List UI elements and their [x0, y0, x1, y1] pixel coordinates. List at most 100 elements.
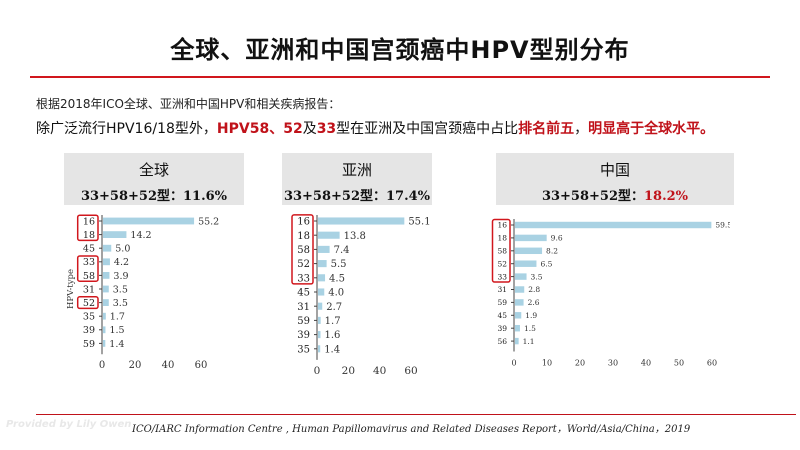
footer-divider — [36, 414, 796, 415]
category-label: 31 — [83, 284, 95, 295]
category-label: 31 — [497, 285, 507, 294]
category-label: 16 — [297, 217, 310, 228]
data-label: 7.4 — [334, 245, 350, 256]
data-label: 1.6 — [325, 330, 341, 341]
panel-stat-china: 33+58+52型：18.2% — [496, 185, 734, 204]
x-tick-label: 0 — [511, 359, 516, 368]
x-tick-label: 40 — [373, 365, 386, 377]
panel-stat-value-asia: 17.4% — [386, 189, 431, 204]
bar — [318, 331, 321, 339]
data-label: 3.5 — [531, 272, 543, 281]
highlight-box — [76, 296, 99, 310]
category-label: 35 — [83, 312, 95, 323]
page-title: 全球、亚洲和中国宫颈癌中HPV型别分布 — [170, 36, 630, 64]
data-label: 9.6 — [551, 234, 563, 243]
chart-asia: 0 20 40 60 16 55.1 18 13.8 58 7.4 52 5.5 33 4.5 45 4.0 3… — [291, 214, 431, 377]
intro-highlight-hpv58-52: HPV58、52 — [216, 121, 303, 137]
bar — [515, 312, 522, 319]
bar — [515, 221, 712, 229]
x-tick-label: 30 — [608, 359, 618, 368]
data-label: 1.5 — [524, 324, 536, 333]
data-label: 1.1 — [523, 337, 535, 346]
x-tick-label: 40 — [162, 360, 175, 371]
intro-line-2: 除广泛流行HPV16/18型外，HPV58、52及33型在亚洲及中国宫颈癌中占比… — [36, 118, 714, 138]
x-tick-label: 50 — [674, 359, 684, 368]
bar — [515, 299, 524, 306]
highlight-box — [491, 218, 511, 283]
category-label: 45 — [83, 244, 95, 255]
bar — [318, 245, 330, 253]
x-tick-label: 20 — [575, 359, 585, 368]
bar — [103, 272, 110, 279]
bar — [515, 324, 520, 332]
data-label: 3.5 — [113, 298, 128, 309]
bar — [103, 312, 106, 320]
category-label: 33 — [83, 257, 95, 268]
data-label: 1.7 — [110, 312, 125, 323]
category-label: 59 — [83, 339, 95, 350]
category-label: 58 — [497, 247, 507, 256]
panel-stat-value-global: 11.6% — [183, 189, 228, 204]
chart-global: 0 20 40 60 HPV-type 16 55.2 18 14.2 45 5.0 33 4.2 58 3… — [66, 214, 219, 371]
data-label: 4.5 — [329, 273, 345, 284]
data-label: 2.6 — [528, 298, 540, 307]
chart-china: 0 10 20 30 40 50 60 16 59.5 18 9.6 58 8.2 52 6.5 33 3.5 3… — [491, 218, 730, 368]
bar — [318, 288, 325, 296]
bar — [318, 345, 321, 353]
intro-text-4: ， — [574, 121, 589, 137]
panel-name-china: 中国 — [599, 161, 630, 179]
bar — [103, 285, 109, 293]
category-label: 18 — [83, 230, 95, 241]
category-label: 35 — [297, 344, 310, 355]
x-tick-label: 0 — [99, 360, 105, 371]
watermark: Provided by Lily Owen — [6, 419, 132, 430]
data-label: 1.9 — [525, 311, 537, 320]
intro-text-1: 除广泛流行HPV16/18型外， — [36, 121, 217, 137]
intro-line-1: 根据2018年ICO全球、亚洲和中国HPV和相关疾病报告： — [36, 97, 341, 111]
data-label: 14.2 — [130, 230, 151, 241]
category-label: 58 — [297, 245, 310, 256]
source-citation: ICO/IARC Information Centre , Human Papi… — [132, 424, 691, 435]
data-label: 1.7 — [325, 316, 341, 327]
intro-highlight-33: 33 — [316, 121, 337, 137]
x-tick-label: 20 — [342, 365, 355, 377]
category-label: 16 — [497, 221, 507, 230]
bar — [318, 217, 405, 225]
panel-header-asia: 亚洲 33+58+52型：17.4% — [282, 153, 432, 205]
category-label: 52 — [497, 259, 507, 268]
intro-text-2: 及 — [302, 121, 317, 137]
bar — [318, 274, 326, 282]
bar — [103, 326, 106, 334]
bar — [515, 286, 525, 293]
x-tick-label: 20 — [129, 360, 142, 371]
bar — [103, 244, 112, 252]
data-label: 8.2 — [546, 247, 558, 256]
bar — [318, 302, 323, 310]
bar — [318, 260, 327, 268]
intro-text-3: 型在亚洲及中国宫颈癌中占比 — [336, 121, 519, 137]
data-label: 59.5 — [715, 221, 730, 230]
bar — [103, 258, 110, 266]
data-label: 1.5 — [109, 325, 124, 336]
x-tick-label: 0 — [314, 365, 321, 377]
intro-highlight-top5: 排名前五 — [518, 121, 575, 137]
category-label: 18 — [497, 234, 507, 243]
category-label: 45 — [497, 311, 507, 320]
highlight-box — [76, 255, 99, 282]
highlight-box — [76, 214, 99, 242]
data-label: 1.4 — [109, 339, 124, 350]
x-tick-label: 40 — [641, 359, 651, 368]
data-label: 3.9 — [113, 271, 128, 282]
panel-stat-global: 33+58+52型：11.6% — [64, 185, 244, 204]
category-label: 16 — [83, 216, 95, 227]
intro-highlight-higher: 明显高于全球水平。 — [588, 121, 715, 137]
data-label: 5.5 — [331, 259, 347, 270]
category-label: 18 — [297, 231, 310, 242]
category-label: 39 — [83, 325, 95, 336]
data-label: 2.7 — [326, 302, 342, 313]
panel-name-global: 全球 — [138, 161, 169, 179]
bar — [515, 260, 537, 267]
bar — [103, 231, 127, 238]
category-label: 59 — [497, 298, 507, 307]
data-label: 3.5 — [113, 284, 128, 295]
